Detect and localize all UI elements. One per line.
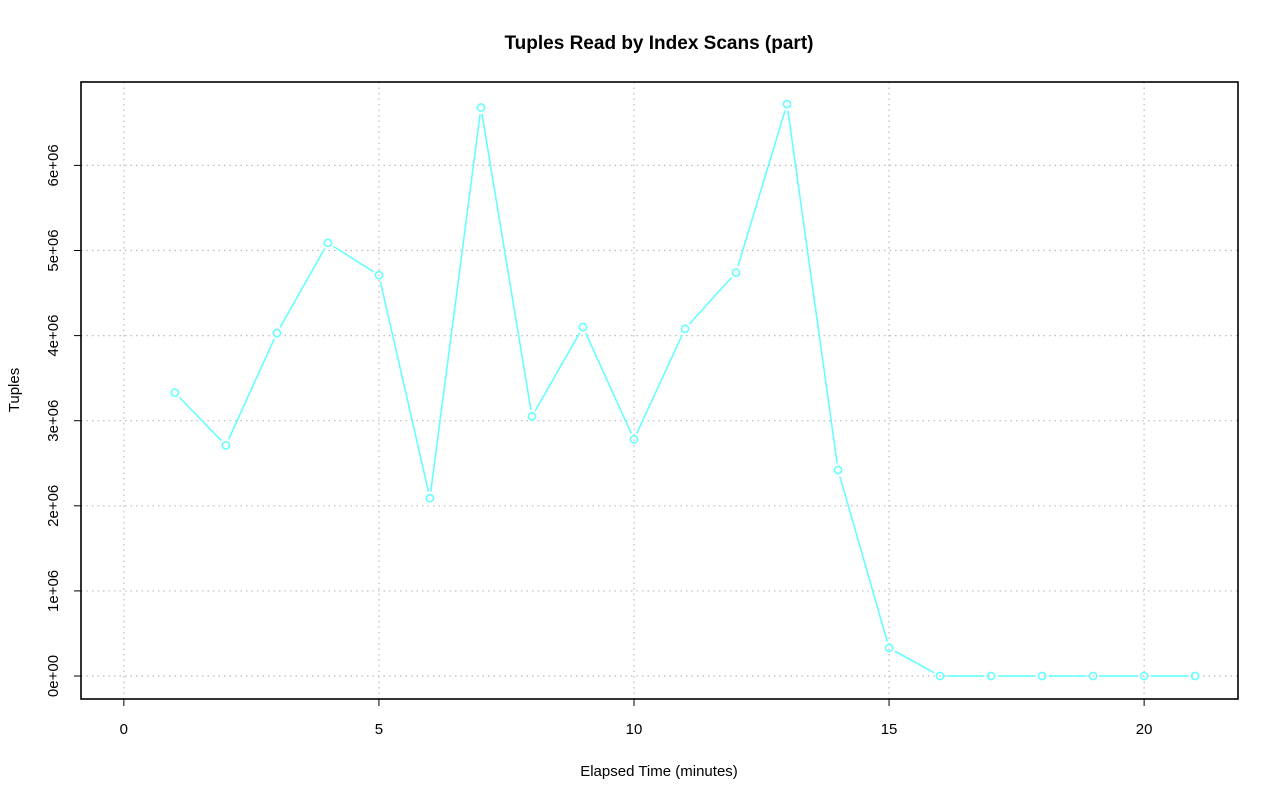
chart-title: Tuples Read by Index Scans (part) bbox=[504, 33, 813, 54]
y-tick-label: 3e+06 bbox=[45, 400, 62, 442]
data-point bbox=[425, 493, 435, 503]
data-point bbox=[782, 99, 792, 109]
grid-lines bbox=[81, 82, 1238, 699]
y-tick-label: 6e+06 bbox=[45, 144, 62, 186]
series-line-segment bbox=[584, 332, 632, 434]
plot-frame bbox=[80, 81, 1239, 700]
x-tick-label: 5 bbox=[375, 721, 383, 738]
x-tick-label: 0 bbox=[120, 721, 128, 738]
y-tick-label: 4e+06 bbox=[45, 315, 62, 357]
data-point bbox=[272, 328, 282, 338]
series-line-segment bbox=[688, 276, 733, 325]
series-line-segment bbox=[481, 113, 532, 411]
x-tick-label: 15 bbox=[881, 721, 898, 738]
data-point bbox=[578, 322, 588, 332]
series-line-segment bbox=[636, 334, 683, 434]
y-tick-label: 5e+06 bbox=[45, 229, 62, 271]
series-line-segment bbox=[737, 110, 786, 267]
data-point bbox=[1037, 671, 1047, 681]
x-axis: 0 5 10 15 20 bbox=[120, 699, 1153, 738]
data-point bbox=[986, 671, 996, 681]
series-layer bbox=[170, 99, 1200, 681]
series-line-segment bbox=[787, 110, 838, 464]
series-line-segment bbox=[534, 332, 581, 412]
data-point bbox=[323, 238, 333, 248]
series-line-segment bbox=[279, 248, 326, 328]
y-tick-label: 1e+06 bbox=[45, 570, 62, 612]
data-point bbox=[629, 435, 639, 444]
data-point bbox=[935, 671, 945, 681]
series-line-segment bbox=[894, 650, 935, 674]
series-line-segment bbox=[333, 245, 374, 273]
series-line-segment bbox=[178, 396, 222, 442]
data-point bbox=[680, 324, 690, 334]
data-point bbox=[221, 440, 231, 450]
series-line-segment bbox=[379, 281, 430, 492]
data-point bbox=[1139, 671, 1149, 681]
data-point bbox=[476, 103, 486, 112]
y-axis: 0e+00 1e+06 2e+06 3e+06 4e+06 5e+06 6e+06 bbox=[45, 144, 81, 697]
data-point bbox=[884, 643, 894, 653]
y-axis-label: Tuples bbox=[6, 368, 23, 412]
data-point bbox=[170, 388, 180, 398]
data-point bbox=[527, 412, 537, 421]
x-axis-label: Elapsed Time (minutes) bbox=[580, 763, 738, 780]
data-point bbox=[374, 270, 384, 280]
data-point bbox=[1190, 671, 1200, 681]
data-point bbox=[1088, 671, 1098, 681]
data-point bbox=[731, 268, 741, 278]
y-tick-label: 2e+06 bbox=[45, 485, 62, 527]
y-tick-label: 0e+00 bbox=[45, 655, 62, 697]
data-point bbox=[833, 465, 843, 475]
series-line-segment bbox=[429, 113, 481, 492]
series-line-segment bbox=[227, 338, 275, 440]
series-line-segment bbox=[839, 476, 889, 642]
x-tick-label: 20 bbox=[1136, 721, 1153, 738]
x-tick-label: 10 bbox=[626, 721, 643, 738]
